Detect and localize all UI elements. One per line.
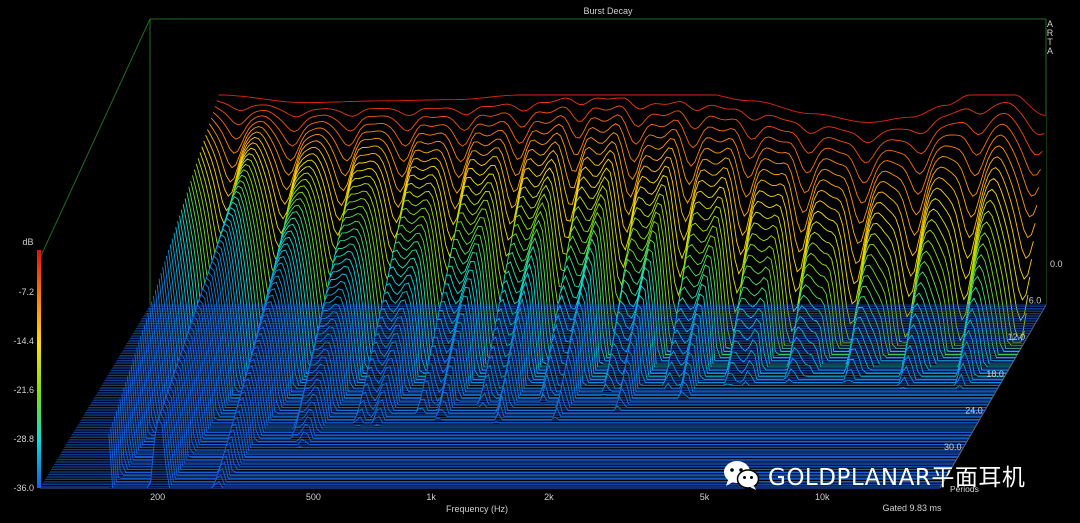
decay-slice-line [141, 319, 973, 433]
decay-slice-line [147, 303, 978, 424]
arta-letter: A [1047, 46, 1053, 56]
decay-slice-line [136, 336, 967, 442]
decay-slice-line [210, 117, 1040, 204]
decay-slice-line [160, 266, 991, 403]
decay-slice-line [218, 94, 1047, 123]
decay-slice-line [203, 140, 1033, 285]
depth-tick-label: 18.0 [986, 369, 1004, 379]
x-tick-label: 200 [150, 492, 165, 502]
x-ticks: 200 500 1k 2k 5k 10k [150, 492, 830, 502]
z-tick-label: -14.4 [13, 336, 34, 346]
frame-line [39, 18, 151, 259]
decay-slice-line [140, 325, 971, 436]
x-tick-label: 2k [544, 492, 554, 502]
decay-slice-line [207, 129, 1036, 244]
decay-slice-line [117, 389, 949, 473]
decay-slice-line [216, 97, 1045, 144]
decay-slice-line [205, 135, 1034, 265]
wechat-icon [724, 461, 760, 490]
colorbar-gradient [37, 250, 41, 488]
decay-slice-line [149, 298, 980, 421]
z-tick-label: -7.2 [18, 287, 34, 297]
x-tick-label: 1k [426, 492, 436, 502]
x-tick-label: 500 [306, 492, 321, 502]
z-tick-label: -21.6 [13, 385, 34, 395]
depth-tick-label: 6.0 [1029, 296, 1042, 306]
z-tick-label: -36.0 [13, 483, 34, 493]
depth-tick-label: 0.0 [1050, 259, 1063, 269]
z-ticks: -7.2 -14.4 -21.6 -28.8 -36.0 [13, 287, 34, 493]
decay-slice-line [151, 293, 982, 418]
x-tick-label: 5k [700, 492, 710, 502]
depth-axis-label: Periods [950, 484, 979, 494]
depth-tick-label: 24.0 [965, 405, 983, 415]
decay-slice-line [208, 123, 1038, 224]
x-tick-label: 10k [815, 492, 830, 502]
watermark-text: GOLDPLANAR平面耳机 [768, 465, 1026, 491]
decay-slice-line [128, 357, 960, 455]
depth-tick-label: 30.0 [944, 442, 962, 452]
decay-slice-line [153, 287, 984, 415]
decay-slice-line [214, 105, 1043, 164]
x-axis-label: Frequency (Hz) [446, 504, 508, 514]
z-axis-label: dB [22, 237, 33, 247]
arta-letter: A [1047, 19, 1053, 29]
decay-slice-line [114, 400, 946, 480]
gate-note: Gated 9.83 ms [882, 503, 942, 513]
decay-slice-line [212, 111, 1041, 184]
decay-slice-line [138, 330, 969, 439]
decay-slice-line [127, 363, 958, 458]
z-tick-label: -28.8 [13, 434, 34, 444]
color-scale-bar [37, 250, 41, 488]
depth-ticks: 0.0 6.0 12.0 18.0 24.0 30.0 [944, 259, 1063, 452]
decay-slice-line [162, 260, 993, 399]
decay-slice-line [112, 406, 944, 483]
decay-slice-line [125, 368, 957, 461]
chart-title: Burst Decay [583, 6, 633, 16]
decay-slice-line [123, 373, 955, 464]
watermark: GOLDPLANAR平面耳机 [722, 455, 1025, 495]
decay-slice-line [115, 395, 948, 477]
arta-letter: T [1047, 37, 1053, 47]
arta-letter: R [1047, 28, 1054, 38]
decay-slices [40, 94, 1047, 489]
depth-tick-label: 12.0 [1008, 332, 1026, 342]
